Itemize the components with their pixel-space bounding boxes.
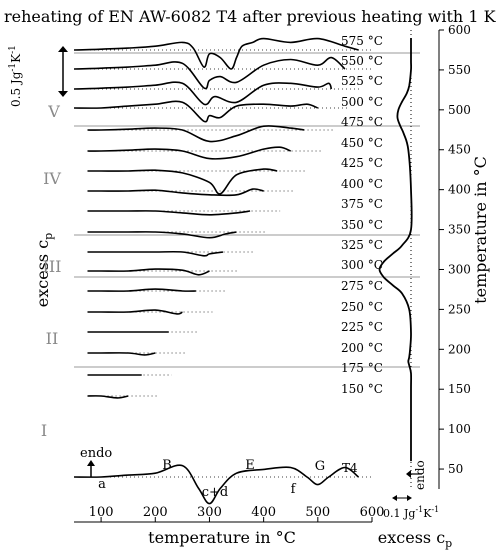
series-line <box>87 288 196 292</box>
series-line <box>87 188 264 197</box>
main-panel: 100 200 300 400 500 600 temperature in °C exc… <box>8 34 420 547</box>
series-label: 150 °C <box>341 382 383 396</box>
svg-text:excess cp: excess cp <box>33 233 55 307</box>
side-y-tick-label: 50 <box>448 462 463 476</box>
series-label: 575 °C <box>341 34 383 48</box>
side-y-tick-label: 100 <box>448 422 471 436</box>
series-line <box>73 56 346 90</box>
region-label: III <box>43 257 62 276</box>
series-line <box>73 81 333 106</box>
series-line <box>87 352 156 356</box>
peak-annotation: G <box>315 459 325 474</box>
main-x-tick-label: 300 <box>197 505 222 520</box>
series-label: 550 °C <box>341 54 383 68</box>
series-label: 175 °C <box>341 361 383 375</box>
side-y-label: temperature in °C <box>471 156 490 304</box>
series-label: 375 °C <box>341 197 383 211</box>
side-y-tick-label: 300 <box>448 262 471 276</box>
side-y-tick-label: 250 <box>448 302 471 316</box>
side-y-tick-label: 600 <box>448 23 471 37</box>
region-label: I <box>41 421 47 440</box>
series-label: 475 °C <box>341 115 383 129</box>
peak-annotation: B <box>162 458 172 473</box>
series-line <box>87 309 183 315</box>
side-y-tick-label: 450 <box>448 143 471 157</box>
series-label: 350 °C <box>341 218 383 232</box>
region-label: IV <box>43 169 61 188</box>
curves <box>73 37 372 505</box>
region-label: V <box>47 102 60 121</box>
chart-title: reheating of EN AW-6082 T4 after previou… <box>4 7 496 26</box>
peak-annotation: f <box>291 482 297 497</box>
side-y-tick-label: 350 <box>448 223 471 237</box>
side-endo-arrow: endo <box>406 460 427 490</box>
peak-annotations: a Bc+d Ef G <box>98 458 325 500</box>
main-x-tick-label: 600 <box>360 505 385 520</box>
series-line <box>73 37 359 70</box>
series-label: 225 °C <box>341 320 383 334</box>
series-labels: 575 °C 550 °C 525 °C 500 °C 475 °C 450 °C 425 … <box>341 34 383 475</box>
side-y-ticks: 50 100 150 200 250 300 350 400 450 500 550 600 <box>439 23 471 476</box>
series-line <box>87 146 291 160</box>
region-separators <box>74 52 420 368</box>
side-cp-curve <box>378 38 413 462</box>
series-line <box>87 268 210 276</box>
main-y-label: excess cp <box>33 233 55 307</box>
endo-arrow: endo <box>80 446 112 477</box>
series-line <box>73 464 360 505</box>
svg-text:0.1 Jg-1K-1: 0.1 Jg-1K-1 <box>383 505 439 520</box>
scale-bar: 0.5 Jg-1K-1 <box>8 45 68 107</box>
series-label: 400 °C <box>341 177 383 191</box>
main-x-tick-label: 400 <box>251 505 276 520</box>
side-y-tick-label: 200 <box>448 342 471 356</box>
series-label: T4 <box>342 461 358 475</box>
peak-annotation: c+d <box>202 485 229 500</box>
series-label: 250 °C <box>341 300 383 314</box>
series-label: 300 °C <box>341 258 383 272</box>
series-label: 450 °C <box>341 136 383 150</box>
side-panel: 50 100 150 200 250 300 350 400 450 500 550 600 temp… <box>378 23 490 550</box>
series-line <box>87 250 224 257</box>
svg-text:temperature in °C: temperature in °C <box>471 156 490 304</box>
side-y-tick-label: 550 <box>448 63 471 77</box>
series-label: 325 °C <box>341 238 383 252</box>
series-label: 425 °C <box>341 156 383 170</box>
peak-annotation: E <box>245 458 255 473</box>
series-line <box>87 231 237 239</box>
svg-text:0.5 Jg-1K-1: 0.5 Jg-1K-1 <box>8 45 23 107</box>
main-x-tick-label: 200 <box>143 505 168 520</box>
series-line <box>87 395 129 399</box>
series-label: 275 °C <box>341 279 383 293</box>
main-x-ticks: 100 200 300 400 500 600 <box>89 505 385 522</box>
side-endo-label: endo <box>413 460 427 490</box>
series-line <box>87 210 251 216</box>
series-label: 200 °C <box>341 341 383 355</box>
main-x-label: temperature in °C <box>148 528 296 547</box>
series-label: 500 °C <box>341 95 383 109</box>
side-y-tick-label: 500 <box>448 103 471 117</box>
series-label: 525 °C <box>341 74 383 88</box>
series-line <box>73 100 319 123</box>
series-line <box>87 168 278 195</box>
region-label: II <box>46 329 59 348</box>
main-x-tick-label: 100 <box>89 505 114 520</box>
series-line <box>87 125 305 143</box>
endo-label: endo <box>80 446 112 461</box>
side-x-label: excess cp <box>378 528 452 550</box>
peak-annotation: a <box>98 477 106 492</box>
main-x-tick-label: 500 <box>305 505 330 520</box>
side-scale-bar: 0.1 Jg-1K-1 <box>383 495 439 520</box>
side-y-tick-label: 400 <box>448 183 471 197</box>
side-y-tick-label: 150 <box>448 382 471 396</box>
